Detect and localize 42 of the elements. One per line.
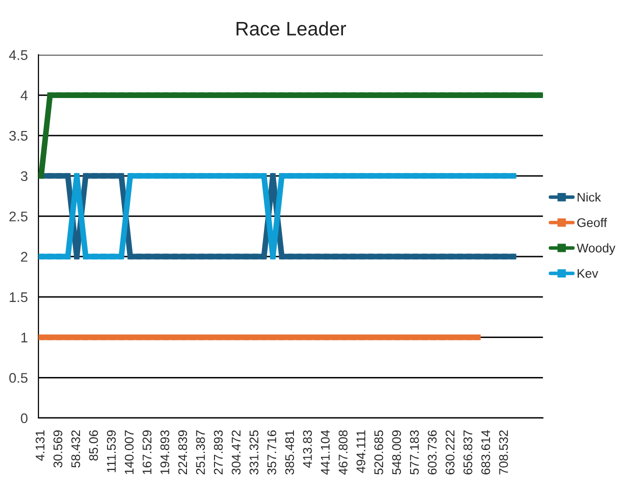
x-tick-label: 85.06 — [89, 430, 98, 461]
legend-label: Geoff — [577, 218, 608, 228]
x-tick-label: 304.472 — [232, 430, 241, 474]
x-tick-label: 224.839 — [178, 430, 188, 474]
x-tick-label: 603.736 — [428, 430, 437, 474]
x-tick-label: 331.325 — [250, 430, 258, 474]
y-tick-label: 1.5 — [10, 292, 28, 302]
x-tick-label: 548.009 — [392, 430, 402, 474]
x-tick-label: 58.432 — [71, 430, 80, 468]
y-tick-label: 4 — [20, 90, 28, 100]
x-tick-label: 251.387 — [196, 430, 205, 474]
x-tick-label: 656.837 — [463, 430, 472, 474]
x-tick-label: 277.893 — [214, 430, 223, 474]
x-tick-label: 708.532 — [499, 430, 508, 474]
y-tick-label: 2.5 — [9, 212, 28, 222]
y-tick-label: 4.5 — [9, 50, 28, 60]
x-tick-label: 467.808 — [338, 430, 348, 475]
x-tick-label: 194.893 — [160, 430, 170, 474]
legend-label: Kev — [578, 269, 598, 278]
x-tick-label: 520.685 — [374, 430, 384, 474]
x-tick-label: 357.716 — [267, 430, 276, 474]
x-tick-label: 30.569 — [53, 430, 62, 468]
y-tick-label: 0.5 — [9, 372, 28, 383]
y-tick-label: 2 — [21, 252, 28, 262]
legend-label: Nick — [578, 192, 601, 202]
x-tick-label: 413.83 — [303, 430, 312, 468]
x-tick-label: 577.183 — [410, 430, 419, 474]
y-tick-label: 0 — [20, 413, 28, 424]
x-tick-label: 441.104 — [320, 430, 330, 475]
x-tick-label: 140.007 — [124, 430, 134, 474]
x-tick-label: 4.131 — [36, 430, 44, 461]
y-tick-label: 1 — [21, 332, 28, 342]
y-tick-label: 3.5 — [9, 130, 28, 141]
legend-label: Woody — [576, 243, 616, 255]
x-tick-label: 630.222 — [446, 430, 454, 474]
x-tick-label: 167.529 — [142, 430, 152, 474]
x-tick-label: 385.481 — [285, 430, 294, 474]
x-tick-label: 111.539 — [106, 430, 116, 472]
chart-title: Race Leader — [236, 21, 346, 36]
x-tick-label: 683.614 — [481, 430, 490, 474]
y-tick-label: 3 — [20, 171, 28, 182]
x-tick-label: 494.111 — [356, 430, 366, 473]
